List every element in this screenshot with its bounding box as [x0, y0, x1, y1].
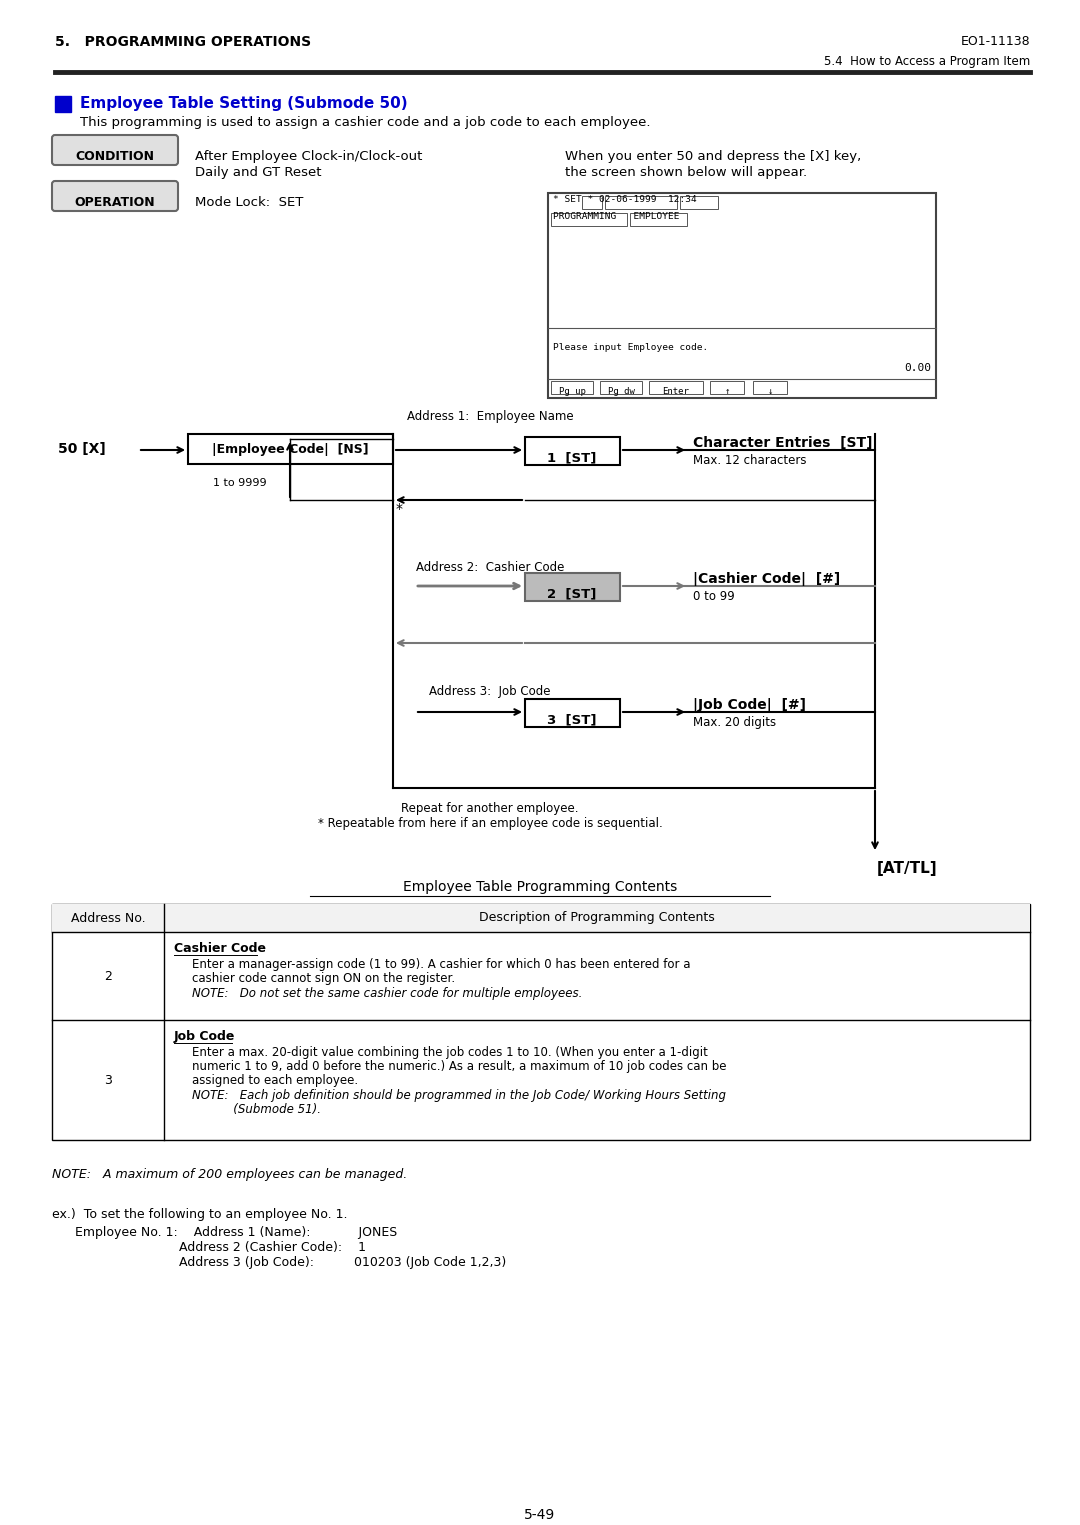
Text: 5-49: 5-49 — [525, 1508, 555, 1522]
Text: Pg dw: Pg dw — [608, 387, 634, 397]
Text: PROGRAMMING   EMPLOYEE: PROGRAMMING EMPLOYEE — [553, 212, 679, 221]
Text: Address 1:  Employee Name: Address 1: Employee Name — [407, 410, 573, 422]
Text: Address 3:  Job Code: Address 3: Job Code — [429, 685, 551, 698]
Text: Pg up: Pg up — [558, 387, 585, 397]
Text: cashier code cannot sign ON on the register.: cashier code cannot sign ON on the regis… — [192, 971, 455, 985]
Text: 2  [ST]: 2 [ST] — [548, 587, 596, 599]
Bar — [605, 197, 677, 209]
Bar — [649, 381, 703, 393]
Text: Max. 12 characters: Max. 12 characters — [693, 454, 807, 467]
Text: OPERATION: OPERATION — [75, 197, 156, 209]
Text: Job Code: Job Code — [174, 1029, 235, 1043]
Text: Enter a manager-assign code (1 to 99). A cashier for which 0 has been entered fo: Enter a manager-assign code (1 to 99). A… — [192, 958, 690, 971]
Text: Description of Programming Contents: Description of Programming Contents — [480, 912, 715, 924]
Text: Employee Table Programming Contents: Employee Table Programming Contents — [403, 880, 677, 894]
Text: 5.   PROGRAMMING OPERATIONS: 5. PROGRAMMING OPERATIONS — [55, 35, 311, 49]
Bar — [55, 96, 71, 111]
Text: Max. 20 digits: Max. 20 digits — [693, 717, 777, 729]
Bar — [188, 435, 393, 464]
Text: NOTE:   Do not set the same cashier code for multiple employees.: NOTE: Do not set the same cashier code f… — [192, 987, 582, 1000]
Text: 0.00: 0.00 — [904, 363, 931, 374]
Text: (Submode 51).: (Submode 51). — [192, 1103, 321, 1116]
Bar — [525, 438, 620, 465]
Bar — [525, 698, 620, 727]
Text: Address 3 (Job Code):          010203 (Job Code 1,2,3): Address 3 (Job Code): 010203 (Job Code 1… — [75, 1257, 507, 1269]
Text: assigned to each employee.: assigned to each employee. — [192, 1074, 359, 1087]
Text: the screen shown below will appear.: the screen shown below will appear. — [565, 166, 807, 178]
Text: * SET * 02-06-1999  12:34: * SET * 02-06-1999 12:34 — [553, 195, 697, 204]
Text: [AT/TL]: [AT/TL] — [877, 862, 937, 875]
Text: Repeat for another employee.: Repeat for another employee. — [402, 802, 579, 814]
Text: Employee No. 1:    Address 1 (Name):            JONES: Employee No. 1: Address 1 (Name): JONES — [75, 1226, 397, 1238]
Text: |Cashier Code|  [#]: |Cashier Code| [#] — [693, 572, 840, 586]
Text: 3  [ST]: 3 [ST] — [548, 714, 597, 726]
Text: EO1-11138: EO1-11138 — [960, 35, 1030, 47]
Bar — [551, 381, 593, 393]
Bar — [600, 381, 642, 393]
Text: Mode Lock:  SET: Mode Lock: SET — [195, 197, 303, 209]
Text: ↓: ↓ — [767, 387, 772, 397]
Text: 3: 3 — [104, 1074, 112, 1086]
Text: Cashier Code: Cashier Code — [174, 942, 266, 955]
Text: ex.)  To set the following to an employee No. 1.: ex.) To set the following to an employee… — [52, 1208, 348, 1222]
Text: * Repeatable from here if an employee code is sequential.: * Repeatable from here if an employee co… — [318, 817, 662, 830]
Bar — [548, 194, 936, 398]
Text: Character Entries  [ST]: Character Entries [ST] — [693, 436, 873, 450]
Text: After Employee Clock-in/Clock-out: After Employee Clock-in/Clock-out — [195, 149, 422, 163]
FancyBboxPatch shape — [52, 136, 178, 165]
Text: 0 to 99: 0 to 99 — [693, 590, 734, 602]
Bar — [680, 197, 718, 209]
Text: Enter a max. 20-digit value combining the job codes 1 to 10. (When you enter a 1: Enter a max. 20-digit value combining th… — [192, 1046, 707, 1058]
Text: 1 to 9999: 1 to 9999 — [213, 477, 267, 488]
Text: 50 [X]: 50 [X] — [58, 442, 106, 456]
Bar — [551, 214, 627, 226]
Text: Address 2:  Cashier Code: Address 2: Cashier Code — [416, 561, 564, 573]
Text: |Employee Code|  [NS]: |Employee Code| [NS] — [212, 442, 368, 456]
Text: When you enter 50 and depress the [X] key,: When you enter 50 and depress the [X] ke… — [565, 149, 861, 163]
Text: NOTE:   A maximum of 200 employees can be managed.: NOTE: A maximum of 200 employees can be … — [52, 1168, 407, 1180]
Text: Address 2 (Cashier Code):    1: Address 2 (Cashier Code): 1 — [75, 1241, 366, 1254]
Bar — [582, 197, 602, 209]
Text: *: * — [396, 502, 403, 515]
Text: Daily and GT Reset: Daily and GT Reset — [195, 166, 322, 178]
Text: Enter: Enter — [662, 387, 689, 397]
Bar — [52, 904, 1030, 932]
Bar — [753, 381, 787, 393]
Bar — [52, 904, 1030, 1141]
Bar — [710, 381, 744, 393]
Text: NOTE:   Each job definition should be programmed in the Job Code/ Working Hours : NOTE: Each job definition should be prog… — [192, 1089, 726, 1103]
Text: This programming is used to assign a cashier code and a job code to each employe: This programming is used to assign a cas… — [80, 116, 650, 130]
Text: Please input Employee code.: Please input Employee code. — [553, 343, 708, 352]
Text: 5.4  How to Access a Program Item: 5.4 How to Access a Program Item — [824, 55, 1030, 69]
Text: numeric 1 to 9, add 0 before the numeric.) As a result, a maximum of 10 job code: numeric 1 to 9, add 0 before the numeric… — [192, 1060, 727, 1074]
Bar — [525, 573, 620, 601]
Text: ↑: ↑ — [725, 387, 730, 397]
Text: 2: 2 — [104, 970, 112, 982]
FancyBboxPatch shape — [52, 181, 178, 210]
Text: CONDITION: CONDITION — [76, 149, 154, 163]
Text: Employee Table Setting (Submode 50): Employee Table Setting (Submode 50) — [80, 96, 407, 111]
Text: Address No.: Address No. — [70, 912, 146, 924]
Text: |Job Code|  [#]: |Job Code| [#] — [693, 698, 806, 712]
Bar — [630, 214, 687, 226]
Text: 1  [ST]: 1 [ST] — [548, 451, 596, 464]
